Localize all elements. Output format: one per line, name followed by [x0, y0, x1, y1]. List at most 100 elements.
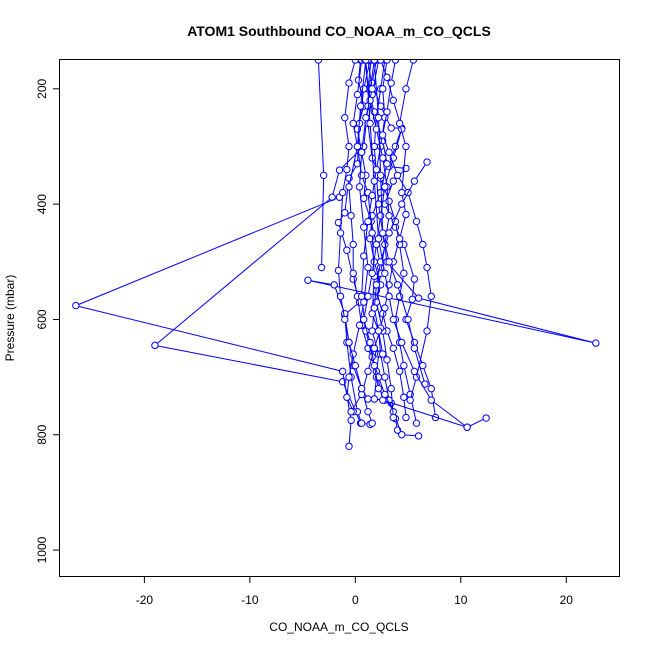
data-point — [360, 252, 368, 260]
data-point — [410, 367, 419, 376]
data-point — [366, 119, 374, 128]
profile-line-segment — [337, 232, 342, 271]
chart-title: ATOM1 Southbound CO_NOAA_m_CO_QCLS — [187, 23, 491, 39]
data-point — [366, 338, 374, 347]
profile-line-segment — [426, 296, 432, 332]
data-point — [334, 266, 343, 275]
profile-line-segment — [409, 376, 417, 401]
profile-line-segment — [378, 117, 382, 176]
profile-line-segment — [399, 123, 407, 147]
data-point — [385, 148, 393, 156]
y-tick-label: 800 — [35, 424, 49, 444]
profile-line-segment — [344, 117, 350, 147]
data-point — [400, 269, 408, 278]
data-point — [364, 263, 372, 272]
profile-line-segment — [361, 325, 369, 349]
profile-series — [314, 60, 328, 272]
profile-line-segment — [392, 238, 401, 262]
data-point — [370, 177, 379, 185]
profile-line-segment — [307, 279, 596, 344]
profile-line-segment — [386, 186, 390, 216]
data-point — [362, 60, 370, 64]
profile-line-segment — [361, 117, 367, 153]
data-point — [357, 384, 366, 393]
data-point — [356, 102, 365, 110]
data-point — [381, 304, 389, 312]
data-point — [410, 177, 419, 185]
data-point — [72, 301, 80, 310]
data-point — [374, 235, 383, 243]
data-point — [381, 373, 389, 381]
data-point — [395, 235, 404, 243]
profile-line-segment — [367, 273, 373, 297]
y-tick-label: 200 — [35, 78, 49, 98]
data-point — [345, 79, 353, 87]
data-point — [409, 60, 418, 64]
x-tick-label: 0 — [352, 593, 359, 607]
profile-series — [370, 158, 431, 358]
profile-series — [72, 193, 355, 450]
profile-line-segment — [154, 344, 343, 383]
profile-line-segment — [390, 60, 396, 84]
y-axis: 200 400 600 800 1000 — [35, 78, 60, 563]
data-point — [364, 292, 372, 301]
data-point — [482, 414, 490, 422]
data-point — [368, 229, 376, 237]
data-point — [330, 281, 338, 289]
data-point — [379, 131, 387, 139]
data-point — [385, 229, 393, 237]
data-point — [357, 148, 366, 156]
profile-line-segment — [367, 60, 373, 89]
data-point — [368, 327, 376, 335]
data-point — [400, 361, 408, 370]
x-axis: -20 -10 0 10 20 — [136, 576, 573, 607]
data-point — [389, 96, 397, 105]
data-point — [419, 240, 427, 249]
data-point — [360, 194, 368, 203]
profile-line-segment — [413, 371, 432, 401]
data-point — [364, 367, 372, 376]
profile-line-segment — [352, 123, 358, 147]
data-point — [355, 183, 364, 191]
data-point — [393, 171, 402, 180]
data-point — [398, 338, 406, 347]
data-point — [357, 419, 366, 427]
profile-line-segment — [392, 129, 403, 159]
data-point — [335, 166, 344, 174]
profile-line-segment — [388, 203, 403, 234]
profile-line-segment — [344, 83, 350, 118]
data-point — [389, 344, 397, 352]
profile-line-segment — [337, 270, 342, 297]
profile-line-segment — [375, 261, 382, 285]
profile-line-segment — [346, 146, 350, 170]
profile-line-segment — [75, 305, 343, 372]
data-point — [364, 407, 372, 416]
profile-line-segment — [363, 319, 371, 343]
data-point — [360, 298, 368, 306]
profile-line-segment — [394, 296, 401, 320]
profile-series — [360, 60, 406, 393]
profile-line-segment — [388, 152, 398, 176]
plot-frame — [59, 59, 620, 577]
profile-line-segment — [386, 82, 392, 112]
y-axis-label: Pressure (mbar) — [3, 275, 17, 362]
x-tick-label: -20 — [136, 593, 154, 607]
profile-line-segment — [363, 296, 369, 320]
data-point — [404, 315, 412, 324]
profile-line-segment — [371, 330, 380, 355]
data-point — [370, 60, 379, 64]
data-point — [351, 361, 360, 370]
profile-line-segment — [413, 161, 428, 182]
profile-line-segment — [357, 80, 365, 107]
data-point — [398, 431, 406, 439]
profile-line-segment — [367, 195, 373, 222]
data-point — [370, 304, 379, 312]
data-point — [338, 188, 347, 197]
profile-line-segment — [388, 261, 394, 285]
data-point — [355, 321, 364, 329]
profile-line-segment — [361, 255, 365, 297]
data-point — [376, 60, 385, 64]
data-point — [381, 183, 389, 191]
profile-line-segment — [407, 319, 415, 349]
